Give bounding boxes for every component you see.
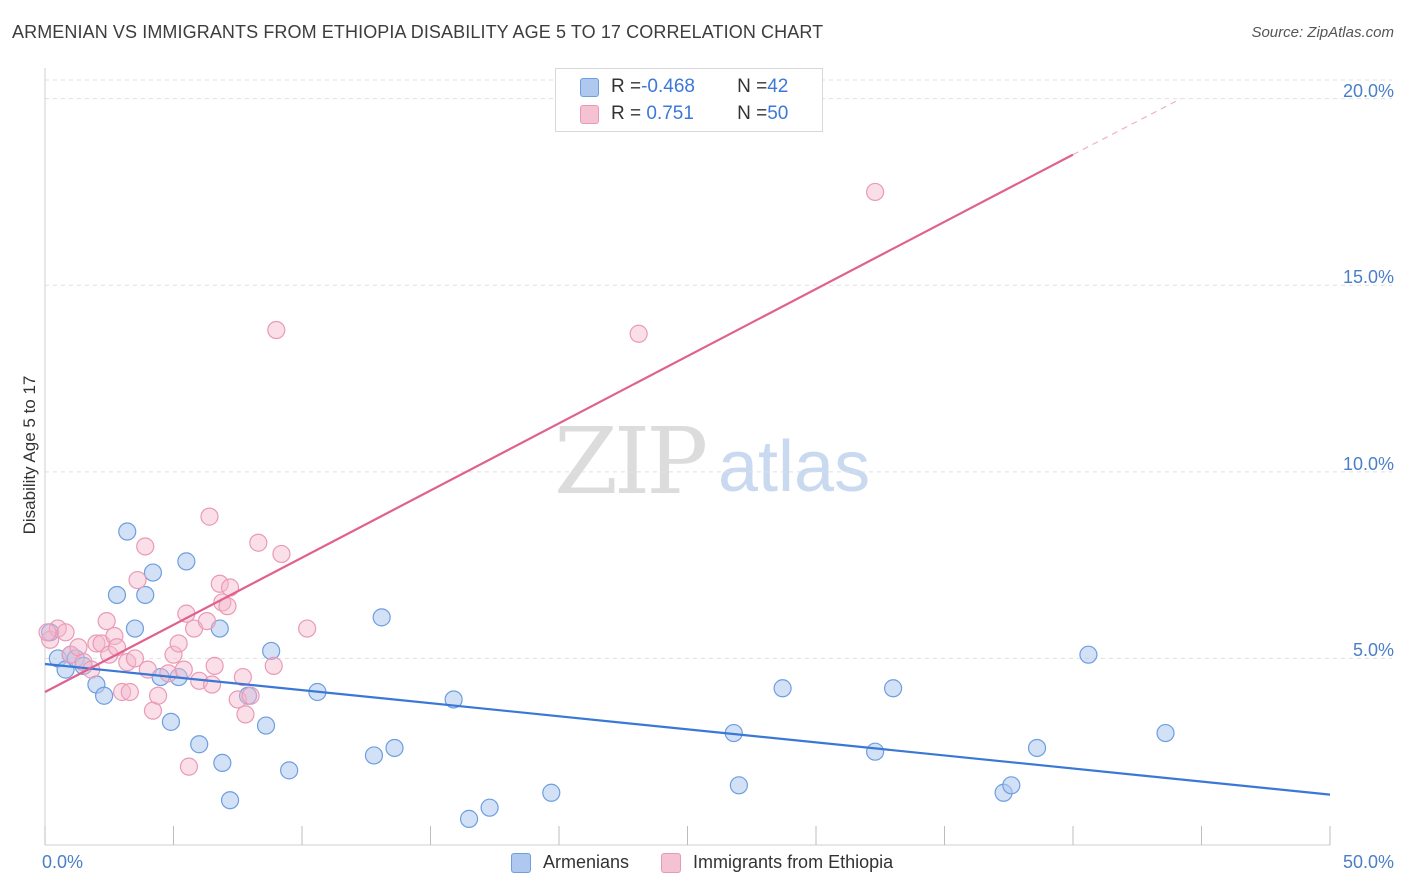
legend-row-armenians: R = -0.468 N = 42: [580, 75, 788, 99]
armenian-point: [143, 563, 163, 582]
armenian-point: [459, 809, 479, 828]
x-tick-label-max: 50.0%: [1342, 852, 1394, 872]
ethiopia-point: [179, 757, 199, 776]
legend-r-value: -0.468: [641, 76, 695, 97]
ethiopia-point: [136, 537, 155, 556]
ethiopia-swatch: [661, 852, 682, 873]
legend-swatch-pink: [580, 104, 599, 124]
legend-n-label: N =: [737, 103, 768, 124]
armenian-point: [444, 690, 463, 709]
y-tick-label: 10.0%: [1342, 453, 1394, 474]
y-axis-label: Disability Age 5 to 17: [20, 375, 39, 535]
legend-n-label: N =: [737, 76, 768, 97]
armenian-point: [107, 585, 127, 605]
armenian-point: [364, 746, 384, 765]
armenian-point: [1079, 645, 1098, 664]
ethiopia-point: [200, 507, 219, 526]
ethiopia-point: [236, 705, 255, 724]
ethiopia-point: [56, 623, 75, 642]
armenian-point: [220, 791, 240, 810]
armenian-point: [161, 712, 181, 731]
source-label: Source: ZipAtlas.com: [1251, 24, 1394, 41]
ethiopia-point: [177, 604, 196, 623]
armenians-legend-label: Armenians: [543, 852, 630, 872]
x-tick-label-min: 0.0%: [42, 852, 84, 872]
ethiopia-point: [169, 634, 188, 653]
armenian-point: [372, 608, 391, 627]
ethiopia-point: [174, 660, 193, 679]
ethiopia-point: [629, 324, 648, 343]
ethiopia-point: [87, 634, 106, 653]
ethiopia-point: [249, 533, 268, 552]
armenian-point: [256, 716, 276, 735]
legend-r-label: R =: [611, 103, 642, 124]
ethiopia-point: [159, 664, 178, 683]
legend-swatch-blue: [580, 77, 599, 97]
ethiopia-trendline: [44, 153, 1074, 693]
armenian-point: [213, 753, 232, 773]
armenian-point: [1156, 723, 1175, 743]
legend-r-value: 0.751: [641, 103, 694, 124]
legend-row-ethiopia: R = 0.751 N = 50: [580, 102, 788, 126]
ethiopia-point: [264, 656, 283, 675]
ethiopia-point: [202, 675, 222, 694]
ethiopia-point: [267, 320, 286, 340]
ethiopia-point: [38, 623, 57, 642]
legend-r-label: R =: [611, 76, 642, 97]
ethiopia-trendline-extension: [1072, 98, 1182, 156]
ethiopia-point: [105, 626, 124, 646]
ethiopia-point: [120, 682, 139, 702]
series-legend: Armenians Immigrants from Ethiopia: [511, 852, 893, 873]
watermark-zip: ZIP: [554, 408, 708, 515]
ethiopia-point: [866, 182, 885, 202]
ethiopia-point: [197, 611, 217, 631]
armenian-point: [177, 552, 196, 571]
armenian-point: [385, 738, 404, 758]
ethiopia-point: [233, 667, 252, 687]
armenian-point: [125, 619, 145, 638]
y-tick-label: 15.0%: [1342, 267, 1394, 288]
legend-n-value: 50: [767, 103, 789, 124]
ethiopia-point: [148, 686, 168, 705]
armenian-point: [1027, 738, 1047, 758]
ethiopia-point: [210, 574, 229, 593]
watermark-atlas: atlas: [718, 427, 871, 507]
ethiopia-point: [125, 649, 145, 668]
armenian-point: [1002, 776, 1021, 795]
armenian-point: [542, 783, 561, 802]
armenian-point: [280, 761, 299, 780]
ethiopia-point: [298, 619, 317, 638]
armenian-point: [190, 735, 209, 754]
ethiopia-point: [205, 656, 224, 675]
armenian-point: [262, 641, 281, 661]
armenian-point: [729, 776, 749, 795]
armenian-point: [480, 798, 499, 817]
armenian-point: [773, 679, 792, 698]
ethiopia-point: [164, 645, 183, 664]
armenian-point: [883, 679, 903, 698]
ethiopia-point: [272, 544, 291, 564]
y-tick-label: 20.0%: [1342, 80, 1394, 101]
armenian-point: [118, 522, 137, 541]
armenian-point: [95, 686, 114, 705]
ethiopia-point: [241, 686, 260, 705]
ethiopia-point: [128, 570, 147, 590]
ethiopia-point: [97, 611, 116, 631]
armenians-trendline: [44, 662, 1331, 796]
armenian-point: [866, 742, 885, 761]
armenians-swatch: [511, 852, 531, 873]
ethiopia-legend-label: Immigrants from Ethiopia: [693, 852, 894, 872]
ethiopia-point: [112, 682, 132, 702]
y-tick-label: 5.0%: [1352, 640, 1394, 661]
armenian-point: [136, 585, 155, 605]
correlation-legend: R = -0.468 N = 42 R = 0.751 N = 50: [555, 68, 823, 132]
legend-n-value: 42: [767, 76, 789, 97]
chart-title: ARMENIAN VS IMMIGRANTS FROM ETHIOPIA DIS…: [12, 22, 824, 42]
ethiopia-point: [220, 578, 240, 597]
